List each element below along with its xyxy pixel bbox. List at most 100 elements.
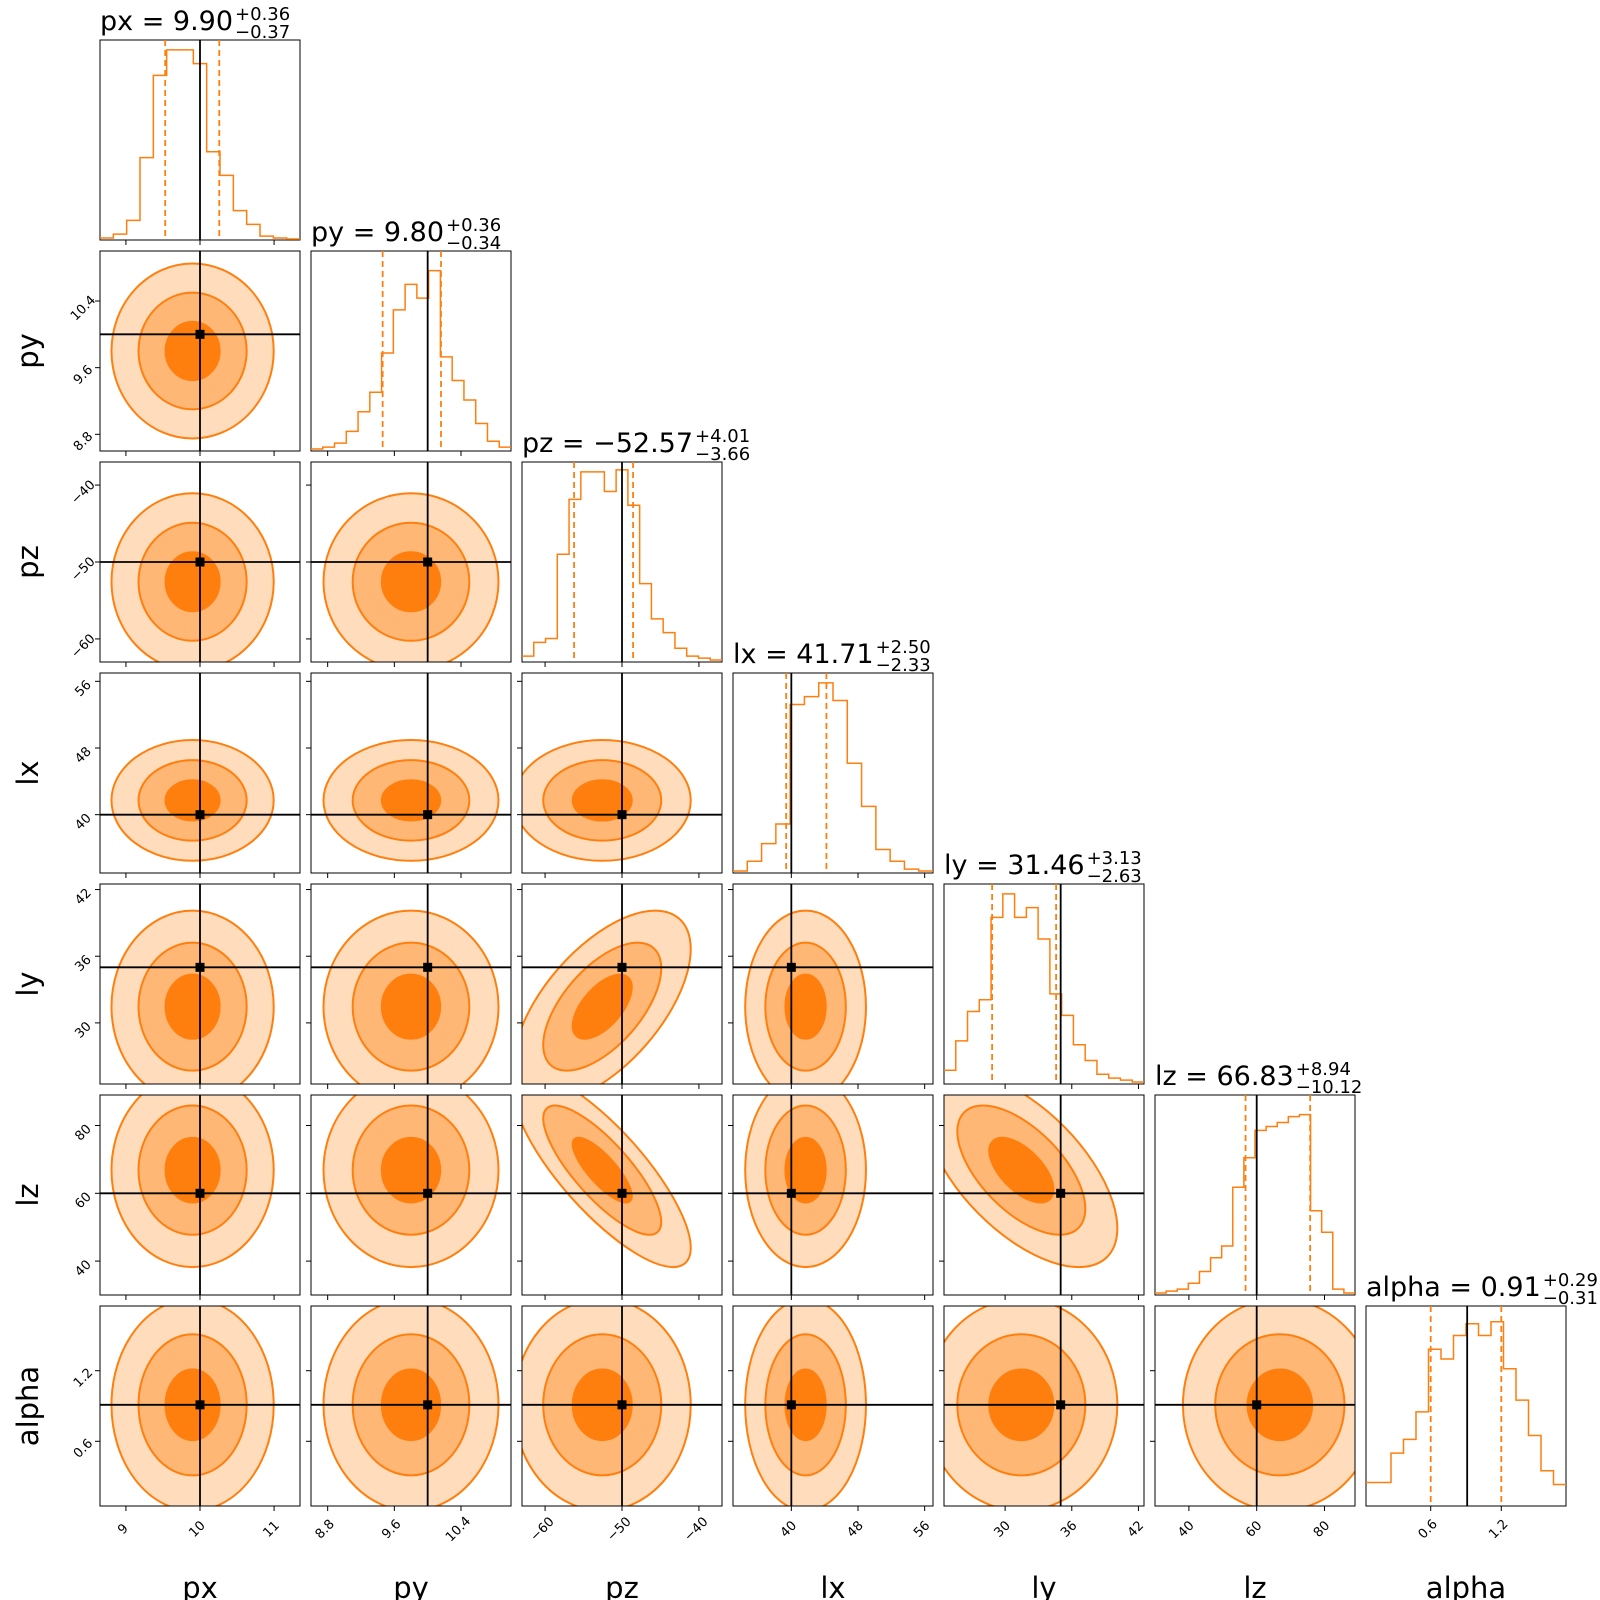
title-plus: +0.29	[1543, 1270, 1598, 1291]
contour-levels	[110, 739, 275, 862]
truth-marker	[423, 810, 433, 820]
truth-marker	[617, 1400, 627, 1410]
y-tick-label: 42	[72, 886, 94, 908]
truth-marker	[195, 557, 205, 567]
y-tick-label: −60	[69, 631, 99, 661]
panel-frame	[310, 883, 512, 1085]
y-tick-label: 80	[72, 1122, 94, 1144]
title-plus: +2.50	[876, 637, 931, 658]
y-tick-label: 9.6	[71, 363, 96, 388]
title-minus: −10.12	[1296, 1077, 1363, 1098]
contour-levels	[110, 492, 275, 662]
x-axis-label-lz: lz	[1243, 1571, 1266, 1600]
contour-panel-lz-alpha	[1150, 1305, 1356, 1511]
truth-marker	[1252, 1400, 1262, 1410]
histogram-lz: lz = 66.83 +8.94−10.12	[1154, 1059, 1363, 1300]
contour-level-3	[988, 1136, 1055, 1204]
histogram-pz: pz = −52.57 +4.01−3.66	[521, 426, 750, 667]
title-minus: −3.66	[695, 444, 750, 465]
truth-marker	[786, 962, 796, 972]
panel-frame	[1154, 1094, 1356, 1296]
truth-marker	[617, 810, 627, 820]
truth-marker	[195, 810, 205, 820]
y-axis-label-alpha: alpha	[11, 1366, 45, 1446]
panel-title: alpha = 0.91	[1366, 1272, 1541, 1303]
y-tick-label: −40	[69, 478, 99, 508]
contour-levels	[944, 1306, 1119, 1506]
x-tick-label: 8.8	[313, 1517, 338, 1542]
contour-levels	[322, 492, 500, 662]
y-axis-label-pz: pz	[11, 545, 45, 579]
histogram-steps	[100, 49, 300, 240]
contour-panel-px-py: 8.8 9.6 10.4	[68, 250, 301, 456]
x-tick-label: 11	[260, 1518, 282, 1540]
panel-frame	[732, 672, 934, 874]
contour-level-3	[571, 1136, 633, 1204]
contour-panel-ly-lz	[939, 1094, 1145, 1300]
x-tick-label: 10.4	[443, 1514, 474, 1545]
x-axis-label-pz: pz	[605, 1571, 639, 1600]
contour-level-3	[164, 320, 221, 382]
contour-panel-px-pz: −60 −50 −40	[69, 461, 301, 667]
histogram-steps	[311, 269, 511, 450]
contour-panel-py-pz	[306, 461, 512, 667]
y-tick-label: 40	[72, 1257, 94, 1279]
contour-levels	[322, 1095, 500, 1269]
x-tick-label: −50	[605, 1515, 635, 1545]
truth-marker	[1056, 1400, 1066, 1410]
x-tick-label: −60	[528, 1515, 558, 1545]
histogram-steps	[1366, 1321, 1566, 1486]
y-tick-label: 30	[72, 1019, 94, 1041]
contour-panel-lx-alpha	[728, 1305, 934, 1511]
truth-marker	[1056, 1188, 1066, 1198]
contour-levels	[322, 909, 500, 1084]
histogram-py: py = 9.80 +0.36−0.34	[310, 215, 512, 456]
y-tick-label: 40	[72, 811, 94, 833]
contour-panel-ly-alpha	[939, 1305, 1145, 1511]
y-tick-label: −50	[69, 555, 99, 585]
panel-frame	[732, 883, 934, 1085]
x-tick-label: 1.2	[1486, 1517, 1511, 1542]
x-tick-label: 42	[1125, 1518, 1147, 1540]
y-tick-label: 60	[72, 1190, 94, 1212]
contour-level-3	[164, 551, 221, 613]
x-axis-label-alpha: alpha	[1426, 1571, 1506, 1600]
histogram-px: px = 9.90 +0.36−0.37	[99, 4, 301, 245]
x-tick-label: 40	[778, 1518, 800, 1540]
histogram-steps	[944, 893, 1144, 1083]
title-minus: −2.63	[1087, 866, 1142, 887]
panel-title: lz = 66.83	[1155, 1061, 1294, 1092]
truth-marker	[786, 1400, 796, 1410]
y-axis-label-ly: ly	[11, 971, 45, 996]
x-axis-label-py: py	[393, 1571, 429, 1600]
contour-panel-lx-ly	[728, 883, 934, 1089]
contour-level-3	[571, 973, 633, 1040]
truth-marker	[617, 962, 627, 972]
x-tick-label: 80	[1311, 1518, 1333, 1540]
y-tick-label: 1.2	[71, 1366, 96, 1391]
truth-marker	[423, 962, 433, 972]
x-tick-label: 60	[1243, 1518, 1265, 1540]
histogram-alpha: alpha = 0.91 +0.29−0.31	[1365, 1270, 1598, 1511]
contour-panel-pz-lz	[517, 1094, 723, 1300]
y-tick-label: 56	[72, 678, 94, 700]
contour-level-3	[380, 973, 442, 1040]
truth-marker	[786, 1188, 796, 1198]
contour-panel-pz-ly	[517, 883, 723, 1089]
contour-level-3	[380, 551, 442, 613]
x-tick-label: 0.6	[1416, 1517, 1441, 1542]
panel-frame	[943, 1094, 1145, 1296]
x-tick-label: 30	[991, 1518, 1013, 1540]
panel-title: ly = 31.46	[944, 850, 1085, 881]
contour-panel-py-lz	[306, 1094, 512, 1300]
contour-level-3	[380, 1136, 442, 1204]
title-minus: −0.34	[446, 233, 501, 254]
panel-title: py = 9.80	[311, 217, 444, 248]
contour-panel-pz-lx	[517, 672, 723, 878]
contour-panel-py-ly	[306, 883, 512, 1089]
contour-levels	[744, 909, 867, 1084]
panel-frame	[1154, 1305, 1356, 1507]
histogram-steps	[522, 469, 722, 661]
contour-level-3	[784, 1136, 827, 1204]
x-tick-label: 9.6	[379, 1517, 404, 1542]
